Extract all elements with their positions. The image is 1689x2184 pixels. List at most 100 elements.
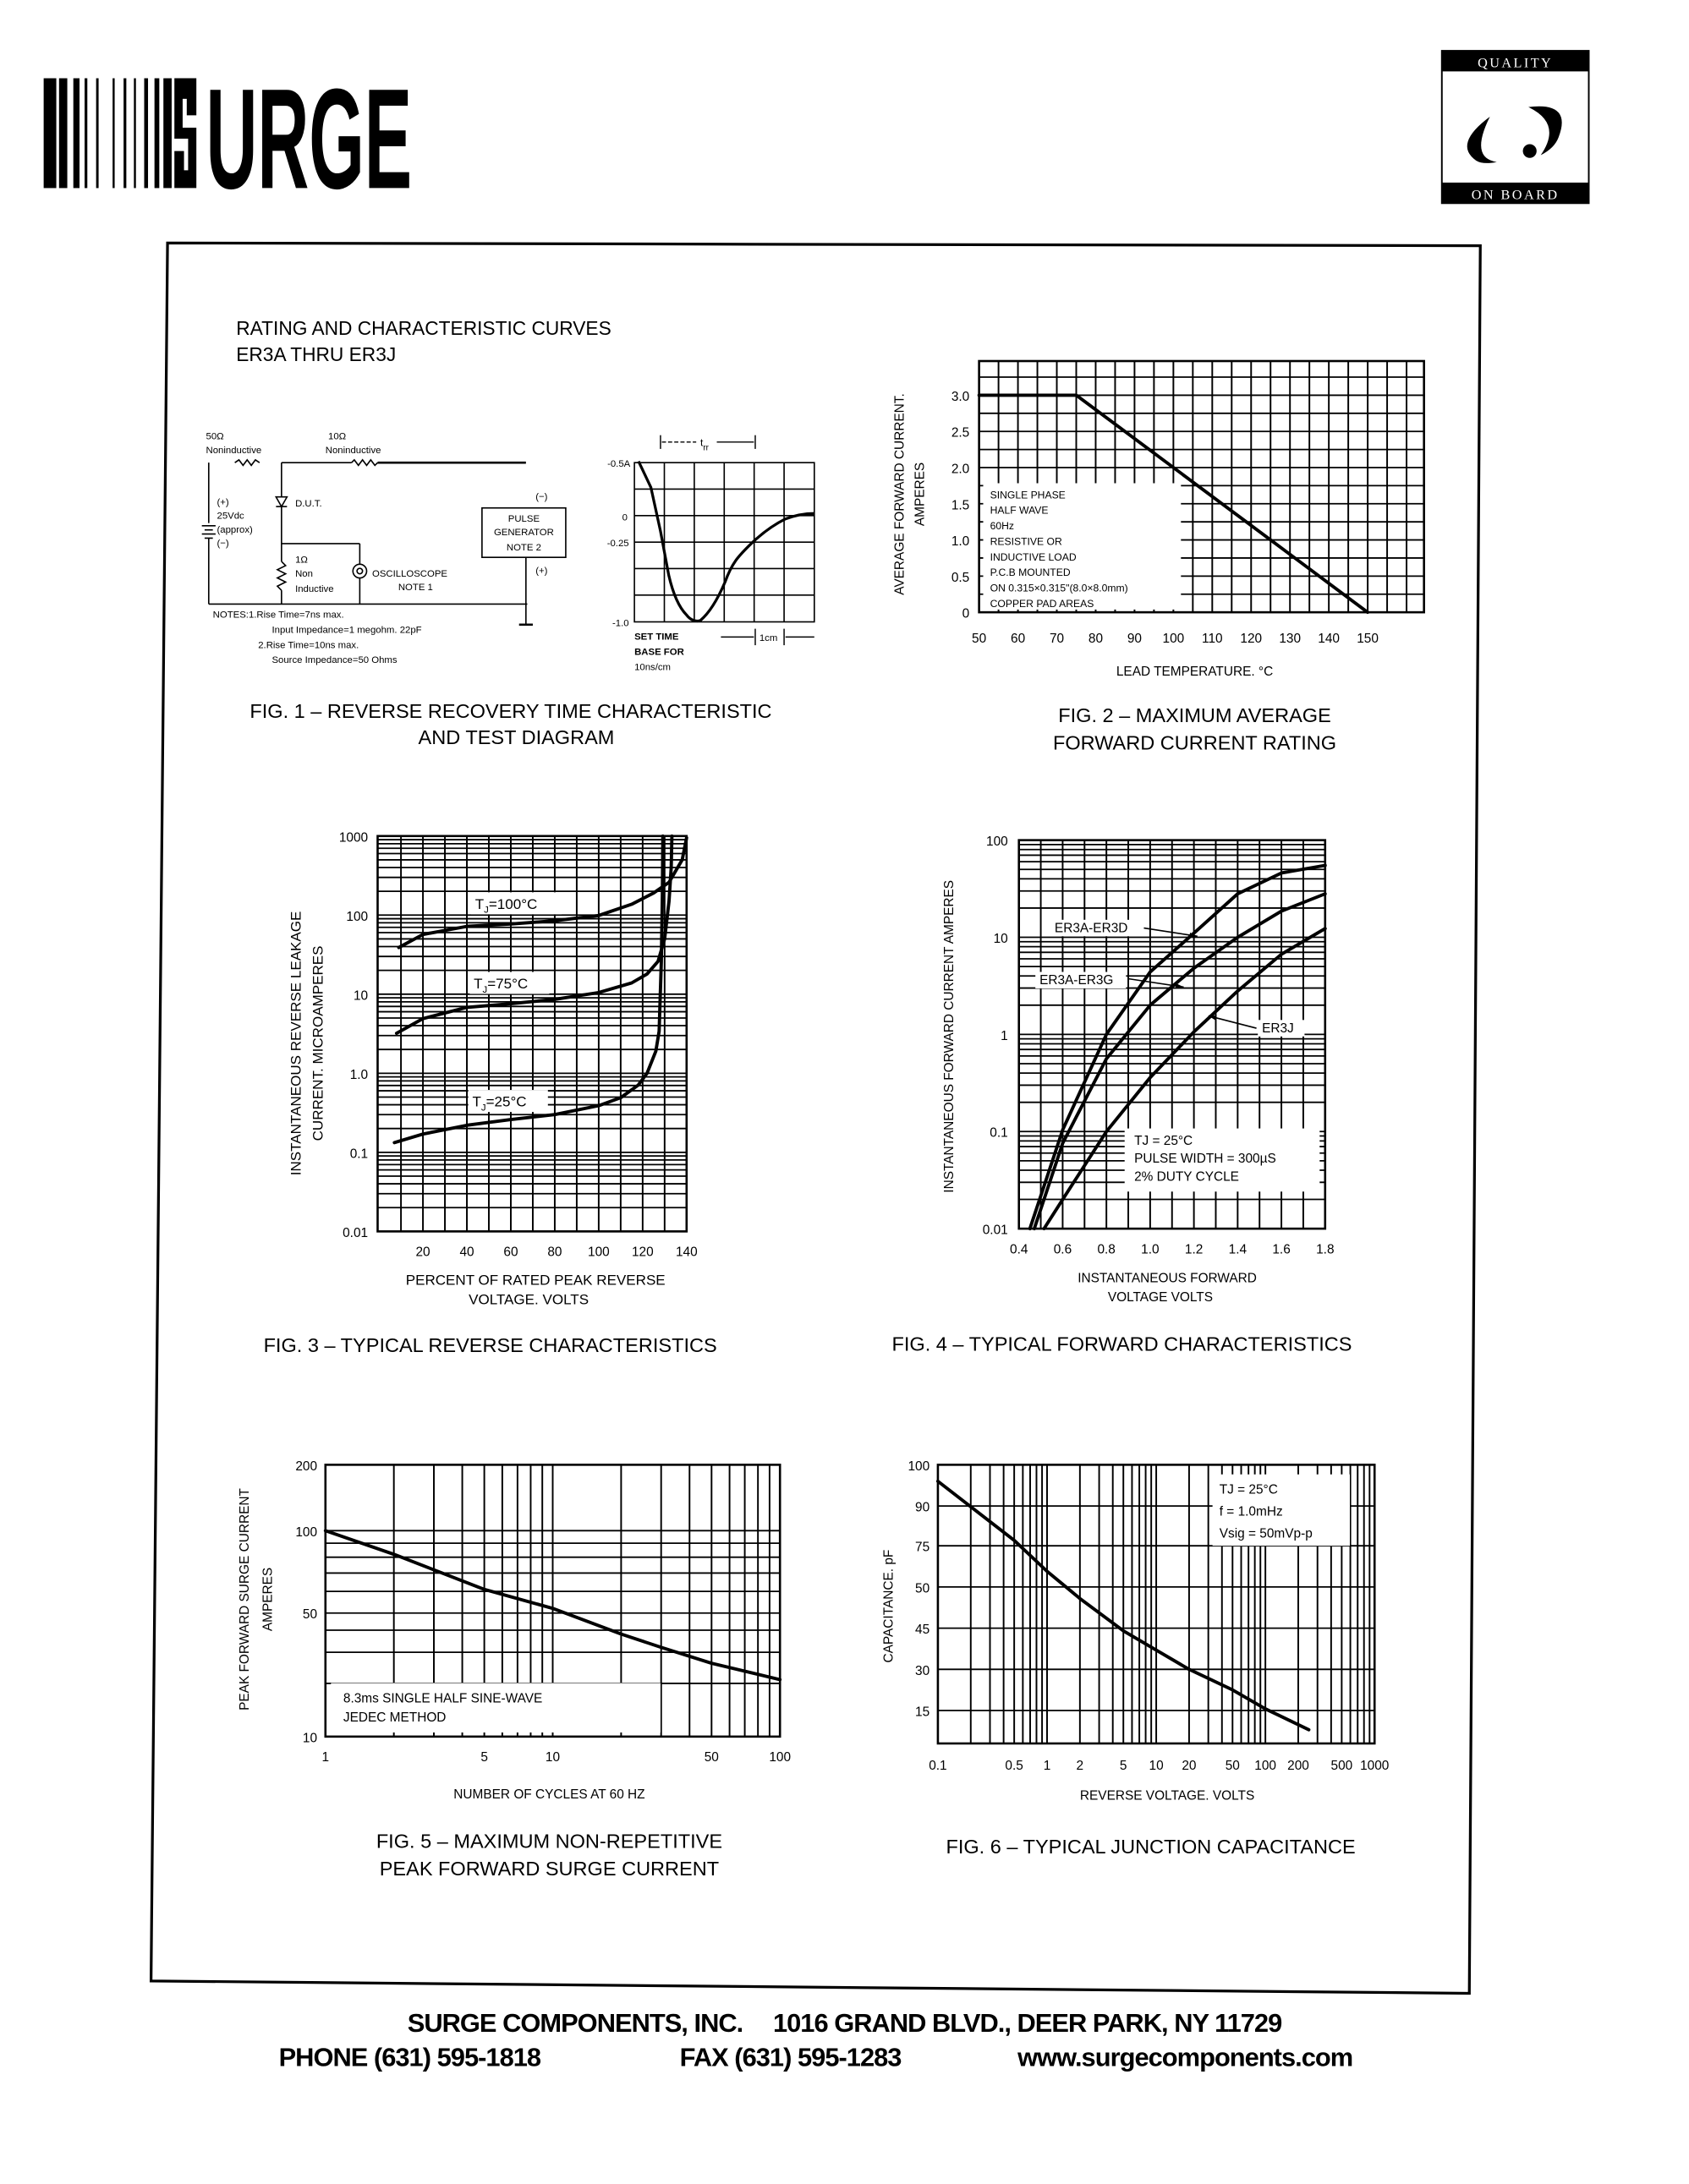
badge-swoosh-left-icon: [1467, 117, 1497, 163]
annotation-text: TJ = 25°C: [1220, 1482, 1278, 1497]
x-tick-label: 5: [1120, 1759, 1127, 1773]
logo-barcode: [43, 78, 197, 189]
y-tick-label: 0.5: [951, 571, 969, 585]
note-2: 2.Rise Time=10ns max.: [258, 640, 359, 650]
x-tick-label: 40: [459, 1245, 474, 1260]
series-line-er3j: [1042, 927, 1327, 1231]
footer-fax: FAX (631) 595-1283: [680, 2043, 902, 2072]
annotation-text: HALF WAVE: [990, 505, 1049, 517]
note-1: NOTES:1.Rise Time=7ns max.: [213, 610, 344, 621]
fig2-x-axis-title: LEAD TEMPERATURE. °C: [1116, 665, 1273, 679]
fig6-y-axis-title: CAPACITANCE. pF: [881, 1550, 896, 1663]
fig5-caption-1: FIG. 5 – MAXIMUM NON-REPETITIVE: [376, 1830, 722, 1852]
y-tick-label: 1.0: [350, 1068, 368, 1082]
fig6-chart: TJ = 25°C f = 1.0mHz Vsig = 50mVp-p 0.1 0.5 1…: [908, 1459, 1389, 1773]
annotation-background: [331, 1683, 661, 1732]
y-tick-label: 2.5: [951, 426, 969, 441]
diode-icon: [274, 495, 288, 508]
plot-frame: [1017, 839, 1327, 1230]
arrowhead-icon: [1189, 933, 1198, 938]
y-tick-label: 50: [915, 1581, 929, 1596]
x-tick-label: 70: [1050, 632, 1064, 646]
x-tick-label: 100: [1163, 632, 1185, 646]
plot-frame: [978, 359, 1425, 614]
y-tick-label: 45: [915, 1623, 929, 1637]
fig5-x-axis-title: NUMBER OF CYCLES AT 60 HZ: [453, 1787, 644, 1802]
x-tick-label: 5: [480, 1750, 488, 1765]
y-tick-label: 0.01: [343, 1226, 368, 1240]
arrowhead-icon: [1175, 983, 1184, 988]
annotation-text: TJ = 25°C: [1134, 1134, 1193, 1148]
series-label-background: [1258, 1020, 1305, 1037]
oscilloscope-icon: [352, 563, 368, 579]
supply-minus: (−): [217, 539, 229, 549]
plot-frame: [936, 1464, 1376, 1745]
x-tick-label: 90: [1127, 632, 1142, 646]
y-tick-label: 2.0: [951, 462, 969, 476]
y-tick-label: 0.01: [983, 1223, 1008, 1238]
r50-resistor-icon: [234, 458, 260, 467]
series-label-subscript: J: [483, 985, 488, 995]
x-tick-label: 110: [1202, 632, 1223, 646]
series-label-background: [470, 892, 562, 915]
series-line: [935, 1479, 1311, 1732]
timebase-2: BASE FOR: [634, 647, 684, 657]
fig5-y-axis-title-1: PEAK FORWARD SURGE CURRENT: [238, 1488, 252, 1711]
page-title: RATING AND CHARACTERISTIC CURVES: [236, 317, 611, 339]
label-arrow: [1143, 927, 1198, 938]
y-tick-label: 3.0: [951, 390, 969, 404]
annotation-text: ON 0.315×0.315"(8.0×8.0mm): [990, 582, 1128, 594]
y-tick-label: 15: [915, 1705, 929, 1719]
oscilloscope-note: NOTE 1: [398, 583, 433, 593]
y-tick-label: 100: [346, 910, 368, 924]
x-tick-label: 100: [588, 1245, 610, 1260]
content-frame: [149, 241, 1482, 1995]
fig1-caption-2: AND TEST DIAGRAM: [419, 726, 615, 748]
fig4-chart: TJ = 25°C PULSE WIDTH = 300µS 2% DUTY CYCL…: [983, 835, 1335, 1256]
annotation-text: 60Hz: [990, 520, 1014, 532]
y-tick-label: 30: [915, 1664, 929, 1678]
fig2-y-axis-title-1: AVERAGE FORWARD CURRENT.: [892, 393, 907, 595]
y-tick-label: 10: [354, 988, 368, 1003]
fig4-caption: FIG. 4 – TYPICAL FORWARD CHARACTERISTICS: [892, 1333, 1352, 1355]
pulse-generator-box: [481, 506, 567, 558]
plot-frame: [324, 1464, 781, 1738]
series-label-background: [469, 972, 550, 994]
series-line: [323, 1529, 782, 1682]
series-line-tj-100-c: [397, 835, 688, 950]
x-tick-label: 0.1: [929, 1759, 946, 1773]
page-subtitle: ER3A THRU ER3J: [236, 343, 396, 365]
r1-value: 1Ω: [295, 556, 308, 566]
y-tick-label: 90: [915, 1501, 929, 1515]
fig4-x-axis-title-2: VOLTAGE VOLTS: [1108, 1290, 1213, 1305]
fig1-scope-trace: -0.5A 0 -0.25 -1.0 trr SET TIME BASE FOR…: [607, 435, 815, 672]
x-tick-label: 120: [632, 1245, 654, 1260]
annotation-background: [1212, 1474, 1350, 1546]
series-label-subscript: J: [481, 1103, 486, 1113]
x-tick-label: 50: [705, 1750, 719, 1765]
series-label-background: [468, 1090, 548, 1113]
x-tick-label: 500: [1331, 1759, 1353, 1773]
footer-website[interactable]: www.surgecomponents.com: [1017, 2043, 1353, 2072]
x-tick-label: 140: [676, 1245, 698, 1260]
annotation-text: RESISTIVE OR: [990, 535, 1062, 547]
x-tick-label: 140: [1318, 632, 1340, 646]
pg-minus: (−): [535, 492, 547, 502]
x-tick-label: 2: [1077, 1759, 1084, 1773]
annotation-text: 8.3ms SINGLE HALF SINE-WAVE: [343, 1691, 542, 1705]
y-tick-label: 100: [908, 1459, 929, 1474]
pg-plus: (+): [535, 567, 547, 577]
x-tick-label: 1.4: [1229, 1242, 1248, 1256]
x-tick-label: 80: [1089, 632, 1103, 646]
badge-dot-icon: [1522, 144, 1537, 158]
x-tick-label: 1.6: [1272, 1242, 1290, 1256]
dut-label: D.U.T.: [295, 499, 322, 509]
series-line-tj-25-c: [392, 834, 665, 1145]
x-tick-label: 20: [1182, 1759, 1196, 1773]
annotation-text: f = 1.0mHz: [1220, 1504, 1283, 1519]
surge-logo: URGE: [43, 58, 412, 218]
y-tick-label: 0: [962, 607, 970, 621]
series-line-tj-75-c: [394, 834, 674, 1036]
fig3-y-axis-title-1: INSTANTANEOUS REVERSE LEAKAGE: [288, 911, 304, 1176]
